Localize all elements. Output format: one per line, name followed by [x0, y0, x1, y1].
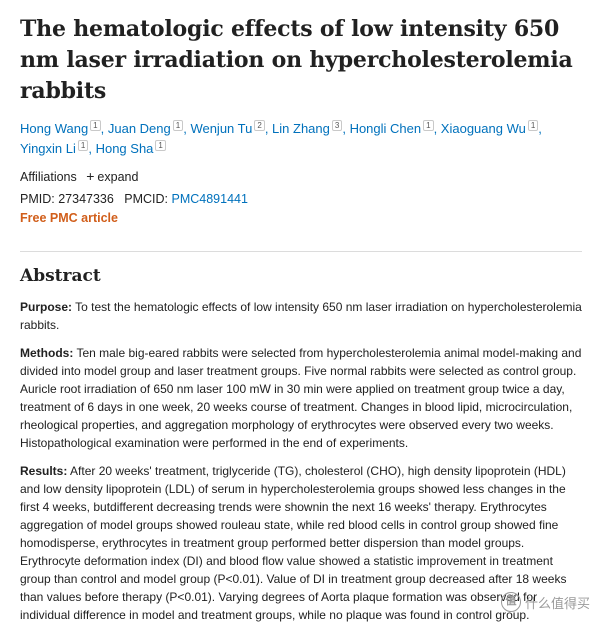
section-label: Purpose:: [20, 300, 73, 314]
section-text: Ten male big-eared rabbits were selected…: [20, 346, 582, 450]
affiliations-label: Affiliations: [20, 170, 77, 184]
pmcid-link[interactable]: PMC4891441: [171, 192, 248, 206]
affiliation-number[interactable]: 3: [331, 119, 343, 131]
affiliation-number[interactable]: 1: [77, 139, 89, 151]
watermark-logo-icon: 值: [500, 592, 521, 612]
affiliation-number[interactable]: 1: [172, 119, 184, 131]
author-list: Hong Wang 1, Juan Deng 1, Wenjun Tu 2, Lin …: [20, 119, 542, 156]
section-text: To test the hematologic effects of low i…: [20, 300, 582, 332]
author-link[interactable]: Hongli Chen 1: [350, 119, 434, 136]
section-text: After 20 weeks' treatment, triglyceride …: [20, 464, 567, 622]
article-ids: PMID: 27347336 PMCID: PMC4891441: [20, 190, 582, 208]
pmid-label: PMID:: [20, 192, 55, 206]
author-link[interactable]: Juan Deng 1: [108, 119, 184, 136]
author-link[interactable]: Wenjun Tu 2: [190, 119, 265, 136]
watermark-text: 什么值得买: [524, 595, 590, 611]
free-pmc-badge[interactable]: Free PMC article: [20, 211, 118, 225]
author-link[interactable]: Xiaoguang Wu 1: [441, 119, 539, 136]
section-divider: [20, 251, 582, 252]
affiliation-number[interactable]: 2: [254, 119, 265, 131]
site-watermark: 值 什么值得买: [500, 592, 590, 612]
pmid-value: 27347336: [58, 192, 114, 206]
affiliation-number[interactable]: 1: [90, 119, 101, 131]
affiliation-number[interactable]: 1: [527, 119, 539, 131]
author-link[interactable]: Hong Wang 1: [20, 119, 101, 136]
pmcid-label: PMCID:: [124, 192, 169, 206]
expand-affiliations-button[interactable]: + expand: [86, 168, 139, 184]
abstract-purpose: Purpose: To test the hematologic effects…: [20, 298, 582, 334]
author-link[interactable]: Hong Sha 1: [96, 139, 166, 156]
section-label: Methods:: [20, 346, 74, 360]
author-link[interactable]: Lin Zhang 3: [272, 119, 343, 136]
author-link[interactable]: Yingxin Li 1: [20, 139, 89, 156]
affiliation-number[interactable]: 1: [155, 139, 166, 151]
section-label: Results:: [20, 464, 68, 478]
abstract-methods: Methods: Ten male big-eared rabbits were…: [20, 344, 582, 452]
affiliations-row: Affiliations + expand: [20, 167, 582, 186]
plus-icon: +: [86, 168, 95, 184]
abstract-results: Results: After 20 weeks' treatment, trig…: [20, 462, 582, 624]
abstract-heading: Abstract: [20, 266, 101, 286]
article-title: The hematologic effects of low intensity…: [20, 16, 573, 104]
affiliation-number[interactable]: 1: [423, 119, 434, 131]
